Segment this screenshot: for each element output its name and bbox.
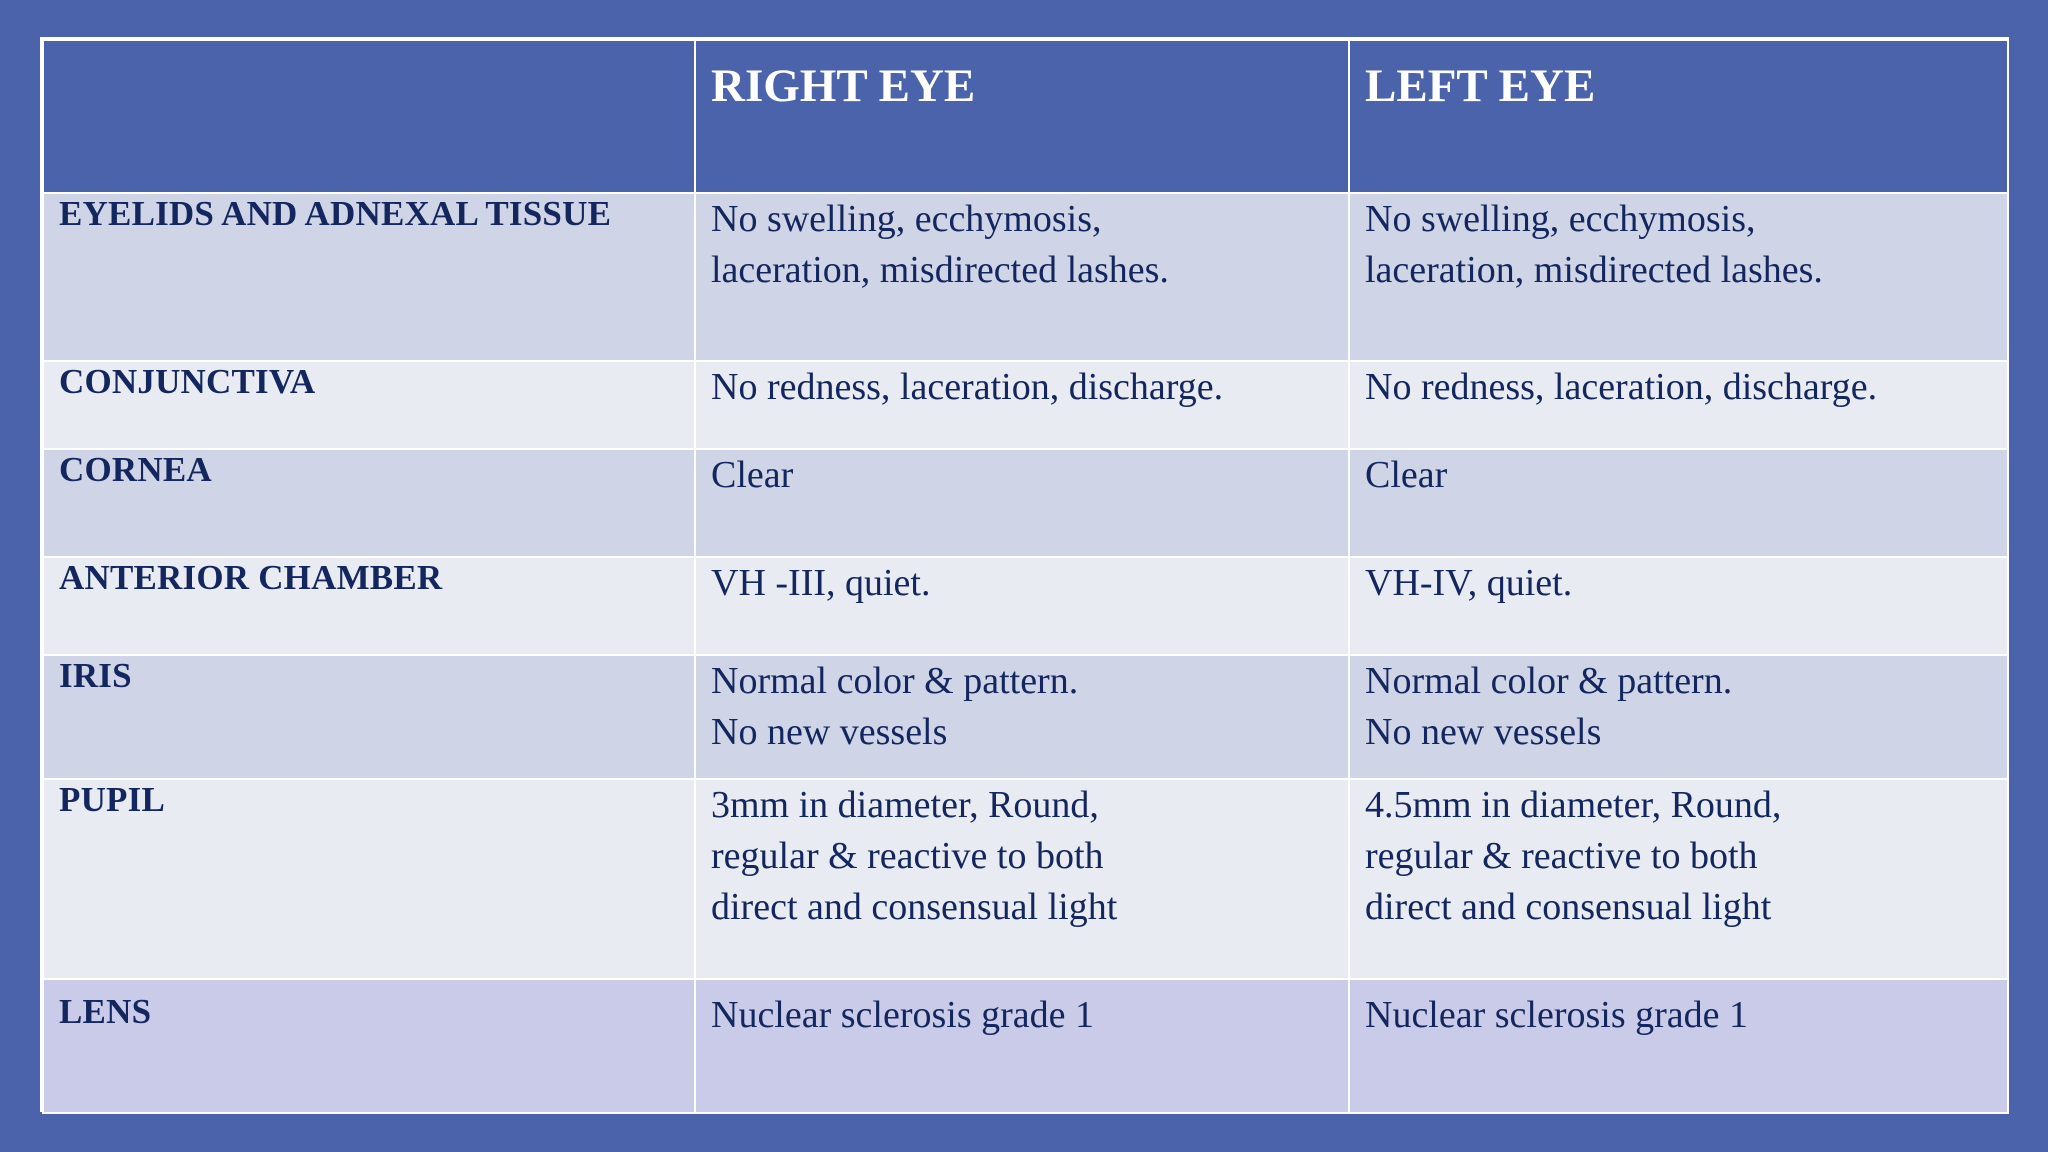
cell-line: No swelling, ecchymosis,: [711, 198, 1102, 240]
cell-line: Nuclear sclerosis grade 1: [711, 994, 1095, 1036]
right-eye-iris: Normal color & pattern. No new vessels: [694, 654, 1350, 780]
left-eye-anterior-chamber: VH-IV, quiet.: [1348, 556, 2009, 656]
row-label-iris: IRIS: [42, 654, 696, 780]
table-header-row: RIGHT EYE LEFT EYE: [42, 39, 2009, 194]
left-eye-lens: Nuclear sclerosis grade 1: [1348, 978, 2009, 1114]
cell-line: direct and consensual light: [1365, 886, 1772, 928]
right-eye-pupil: 3mm in diameter, Round, regular & reacti…: [694, 778, 1350, 980]
right-eye-conjunctiva: No redness, laceration, discharge.: [694, 360, 1350, 450]
cell-line: laceration, misdirected lashes.: [711, 249, 1169, 291]
cell-line: No new vessels: [1365, 711, 1602, 753]
row-label-pupil: PUPIL: [42, 778, 696, 980]
cell-line: Nuclear sclerosis grade 1: [1365, 994, 1749, 1036]
row-label-lens: LENS: [42, 978, 696, 1114]
table-row-anterior-chamber: ANTERIOR CHAMBER VH -III, quiet. VH-IV, …: [42, 556, 2009, 656]
cell-line: regular & reactive to both: [711, 835, 1104, 877]
table-row-conjunctiva: CONJUNCTIVA No redness, laceration, disc…: [42, 360, 2009, 450]
cell-line: No swelling, ecchymosis,: [1365, 198, 1756, 240]
right-eye-lens: Nuclear sclerosis grade 1: [694, 978, 1350, 1114]
row-label-anterior-chamber: ANTERIOR CHAMBER: [42, 556, 696, 656]
cell-line: VH -III, quiet.: [711, 562, 931, 604]
cell-line: Normal color & pattern.: [1365, 660, 1733, 702]
eye-exam-table-container: RIGHT EYE LEFT EYE EYELIDS AND ADNEXAL T…: [40, 37, 2009, 1114]
row-label-cornea: CORNEA: [42, 448, 696, 558]
header-blank-cell: [42, 39, 696, 194]
row-label-eyelids: EYELIDS AND ADNEXAL TISSUE: [42, 192, 696, 362]
left-eye-eyelids: No swelling, ecchymosis, laceration, mis…: [1348, 192, 2009, 362]
cell-line: 3mm in diameter, Round,: [711, 784, 1099, 826]
left-eye-cornea: Clear: [1348, 448, 2009, 558]
header-left-eye: LEFT EYE: [1348, 39, 2009, 194]
right-eye-cornea: Clear: [694, 448, 1350, 558]
cell-line: No new vessels: [711, 711, 948, 753]
cell-line: No redness, laceration, discharge.: [1365, 366, 1878, 408]
table-row-lens: LENS Nuclear sclerosis grade 1 Nuclear s…: [42, 978, 2009, 1114]
cell-line: Normal color & pattern.: [711, 660, 1079, 702]
table-row-eyelids: EYELIDS AND ADNEXAL TISSUE No swelling, …: [42, 192, 2009, 362]
left-eye-pupil: 4.5mm in diameter, Round, regular & reac…: [1348, 778, 2009, 980]
row-label-conjunctiva: CONJUNCTIVA: [42, 360, 696, 450]
cell-line: VH-IV, quiet.: [1365, 562, 1573, 604]
cell-line: Clear: [711, 454, 794, 496]
cell-line: 4.5mm in diameter, Round,: [1365, 784, 1782, 826]
header-right-eye: RIGHT EYE: [694, 39, 1350, 194]
table-row-pupil: PUPIL 3mm in diameter, Round, regular & …: [42, 778, 2009, 980]
left-eye-iris: Normal color & pattern. No new vessels: [1348, 654, 2009, 780]
table-row-cornea: CORNEA Clear Clear: [42, 448, 2009, 558]
cell-line: direct and consensual light: [711, 886, 1118, 928]
cell-line: No redness, laceration, discharge.: [711, 366, 1224, 408]
right-eye-anterior-chamber: VH -III, quiet.: [694, 556, 1350, 656]
right-eye-eyelids: No swelling, ecchymosis, laceration, mis…: [694, 192, 1350, 362]
cell-line: regular & reactive to both: [1365, 835, 1758, 877]
cell-line: laceration, misdirected lashes.: [1365, 249, 1823, 291]
table-row-iris: IRIS Normal color & pattern. No new vess…: [42, 654, 2009, 780]
left-eye-conjunctiva: No redness, laceration, discharge.: [1348, 360, 2009, 450]
cell-line: Clear: [1365, 454, 1448, 496]
eye-exam-table: RIGHT EYE LEFT EYE EYELIDS AND ADNEXAL T…: [42, 39, 2009, 1114]
